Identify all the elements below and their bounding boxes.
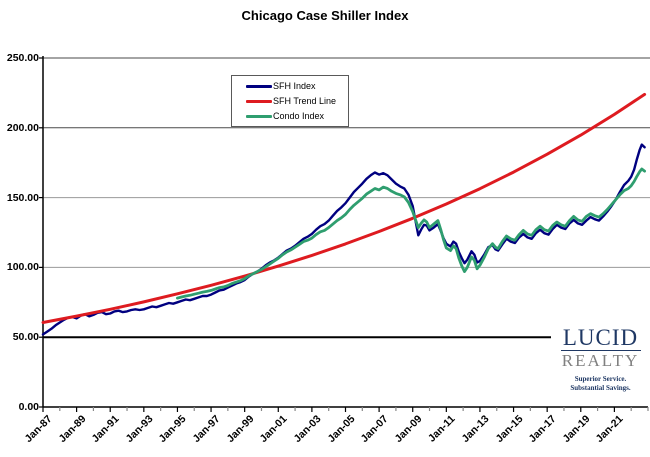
series-line-condo-index <box>175 167 646 300</box>
logo-word-lucid: LUCID <box>562 325 639 350</box>
lucid-realty-logo: LUCID REALTY Superior Service. Substanti… <box>551 326 650 396</box>
y-axis-label: 150.00 <box>6 191 39 204</box>
y-axis-label: 250.00 <box>6 52 39 64</box>
logo-tagline-line1: Superior Service. <box>574 375 627 383</box>
legend-item-sfh-index: SFH Index <box>246 80 348 92</box>
y-axis-label: 50.00 <box>12 331 39 344</box>
y-axis-label: 200.00 <box>6 121 39 134</box>
y-axis-label: 0.00 <box>18 401 39 413</box>
logo-word-realty: REALTY <box>561 351 640 370</box>
chart-title: Chicago Case Shiller Index <box>241 8 409 23</box>
legend-item-sfh-trend-line: SFH Trend Line <box>246 95 348 107</box>
logo-tagline: Superior Service. Substantial Savings. <box>551 375 650 392</box>
legend-swatch-sfh-index <box>246 84 272 88</box>
legend-swatch-condo-index <box>246 114 272 118</box>
series-line-sfh-index <box>41 143 646 336</box>
legend-label: SFH Trend Line <box>273 96 337 106</box>
logo-tagline-line2: Substantial Savings. <box>570 383 631 392</box>
legend: SFH Index SFH Trend Line Condo Index <box>231 75 349 127</box>
legend-label: Condo Index <box>273 111 325 121</box>
series-line-sfh-trend-line <box>41 92 647 324</box>
y-axis-label: 100.00 <box>6 261 39 274</box>
legend-swatch-sfh-trend-line <box>246 99 272 103</box>
logo-divider <box>560 350 641 351</box>
legend-label: SFH Index <box>273 81 316 91</box>
legend-item-condo-index: Condo Index <box>246 110 348 122</box>
